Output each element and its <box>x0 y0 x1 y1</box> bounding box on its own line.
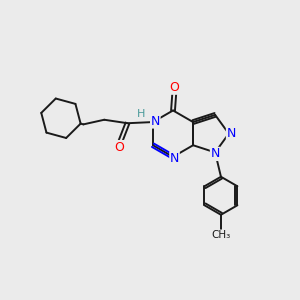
Text: H: H <box>136 109 145 119</box>
Text: N: N <box>226 127 236 140</box>
Text: N: N <box>151 115 160 128</box>
Text: O: O <box>169 81 179 94</box>
Text: N: N <box>170 152 179 165</box>
Text: CH₃: CH₃ <box>211 230 231 240</box>
Text: O: O <box>114 141 124 154</box>
Text: N: N <box>211 147 220 161</box>
